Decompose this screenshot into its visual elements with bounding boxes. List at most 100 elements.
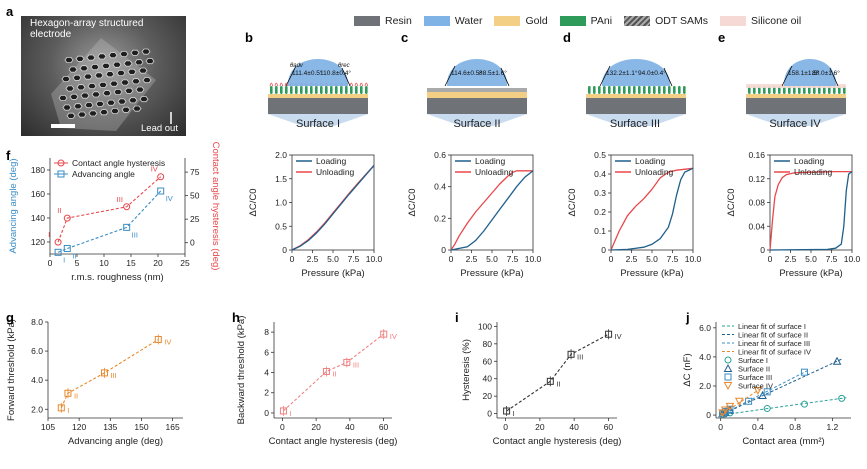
x-tick-label: 5.0 <box>327 254 339 264</box>
surface-1-marker <box>763 405 771 413</box>
legend-pani: PAni <box>559 15 612 27</box>
pani-pillar <box>325 86 328 94</box>
legend-silicone: Silicone oil <box>719 15 801 27</box>
legend-label: Contact angle hysteresis <box>72 158 165 168</box>
hex-cell <box>109 80 119 87</box>
advancing-fit-line <box>57 190 162 253</box>
pani-pillar <box>270 86 273 94</box>
y-tick-label: 120 <box>31 237 45 247</box>
legend-marker <box>724 373 732 381</box>
odt-brush <box>279 82 283 87</box>
pani-pillar <box>305 86 308 94</box>
surface-label-1: Surface I <box>295 118 341 130</box>
data-marker <box>605 330 613 338</box>
legend-label: Unloading <box>475 167 514 177</box>
point-label: IV <box>390 332 397 341</box>
hex-cell <box>101 62 111 69</box>
pani-pillar <box>360 86 363 94</box>
pani-pillar <box>638 86 641 94</box>
y-tick-label: 0.5 <box>594 150 606 160</box>
water-swatch <box>423 16 450 26</box>
right-axis-label: Contact angle hysteresis (deg) <box>210 142 221 271</box>
legend-resin: Resin <box>354 15 412 27</box>
panel-label-b: b <box>245 30 253 45</box>
hex-cell <box>128 97 138 104</box>
hex-cell <box>120 79 130 86</box>
surface-label-3: Surface III <box>609 118 661 130</box>
hysteresis-point-label: I <box>48 230 50 239</box>
y-tick-label: 0.4 <box>434 182 446 192</box>
tangent-line-right <box>829 67 839 87</box>
hex-cell <box>80 92 90 99</box>
odt-brush <box>284 82 288 87</box>
data-marker <box>503 407 511 415</box>
hex-cell <box>97 53 107 60</box>
x-tick-label: 20 <box>535 422 545 432</box>
chart-d: 0 2.5 5.0 7.5 10.0 0 0.1 0.2 0.3 0.4 0.5 Pressure (… <box>567 150 702 279</box>
hex-cell <box>127 68 137 75</box>
tangent-line-right <box>341 67 351 87</box>
x-tick-label: 7.5 <box>667 254 679 264</box>
chart-c: 0 2.5 5.0 7.5 10.0 0 0.2 0.4 0.6 Pressure (kPa) ΔC… <box>407 150 542 279</box>
legend-label: Surface III <box>738 373 772 382</box>
hysteresis-marker <box>63 214 71 222</box>
pani-pillar <box>633 86 636 94</box>
legend-label: Linear fit of surface III <box>738 339 810 348</box>
data-marker <box>64 389 72 397</box>
gold-layer <box>268 94 368 98</box>
legend-label: Linear fit of surface IV <box>738 348 811 357</box>
x-tick-label: 5 <box>75 258 80 268</box>
pani-pillar <box>340 86 343 94</box>
y-tick-label: 0.16 <box>748 150 765 160</box>
chart-h: 0 20 40 60 0 2 4 6 8 Contact angle hysteresis (de… <box>236 316 397 447</box>
sem-image: Hexagon-array structured electrode Lead … <box>21 16 186 136</box>
panel-label-c: c <box>401 30 409 45</box>
hex-cell <box>131 78 141 85</box>
advancing-marker <box>123 223 131 231</box>
y-axis-label: ΔC/C0 <box>567 189 578 217</box>
hex-cell <box>72 74 82 81</box>
y-tick-label: 0 <box>760 245 765 255</box>
hysteresis-marker <box>54 238 62 246</box>
pani-pillar <box>618 86 621 94</box>
fit-line-surface-1 <box>720 397 847 416</box>
surface-4-marker <box>718 409 727 418</box>
hysteresis-point-label: III <box>117 195 123 204</box>
curve-unloading <box>450 170 533 251</box>
panel-label-a: a <box>6 4 14 19</box>
water-droplet <box>287 59 349 86</box>
x-tick-label: 0.8 <box>789 422 801 432</box>
hex-cell <box>121 106 131 113</box>
panel-label-f: f <box>6 148 11 163</box>
x-tick-label: 0 <box>48 258 53 268</box>
pani-pillar <box>588 86 591 94</box>
hex-cell <box>116 70 126 76</box>
x-tick-label: 135 <box>103 422 117 432</box>
y-tick-label: 0.3 <box>594 188 606 198</box>
water-droplet <box>783 59 837 86</box>
electrode-title-line1: Hexagon-array structured <box>30 18 144 29</box>
x-axis-label: Advancing angle (deg) <box>68 436 163 447</box>
x-tick-label: 7.5 <box>507 254 519 264</box>
projection-shape <box>427 114 527 126</box>
surface-1-marker <box>838 394 846 402</box>
hex-cell <box>139 96 149 103</box>
hysteresis-fit-line <box>57 176 162 243</box>
resin-base <box>586 98 686 114</box>
hex-cell <box>138 67 148 74</box>
pani-pillar <box>280 86 283 94</box>
materials-legend: Resin Water Gold PAni ODT SAMs Silicone … <box>354 12 813 30</box>
resin-swatch <box>354 16 380 26</box>
water-droplet <box>446 59 508 86</box>
hex-cell <box>73 103 83 110</box>
hex-cell <box>76 84 86 91</box>
legend-marker <box>723 382 733 391</box>
legend-label: Unloading <box>794 167 833 177</box>
pani-swatch <box>559 16 586 26</box>
y-axis-label: ΔC/C0 <box>248 189 259 217</box>
pani-pillar <box>678 86 681 94</box>
x-tick-label: 0 <box>609 254 614 264</box>
right-tick-label: 75 <box>190 167 200 177</box>
tangent-line-left <box>285 65 297 87</box>
